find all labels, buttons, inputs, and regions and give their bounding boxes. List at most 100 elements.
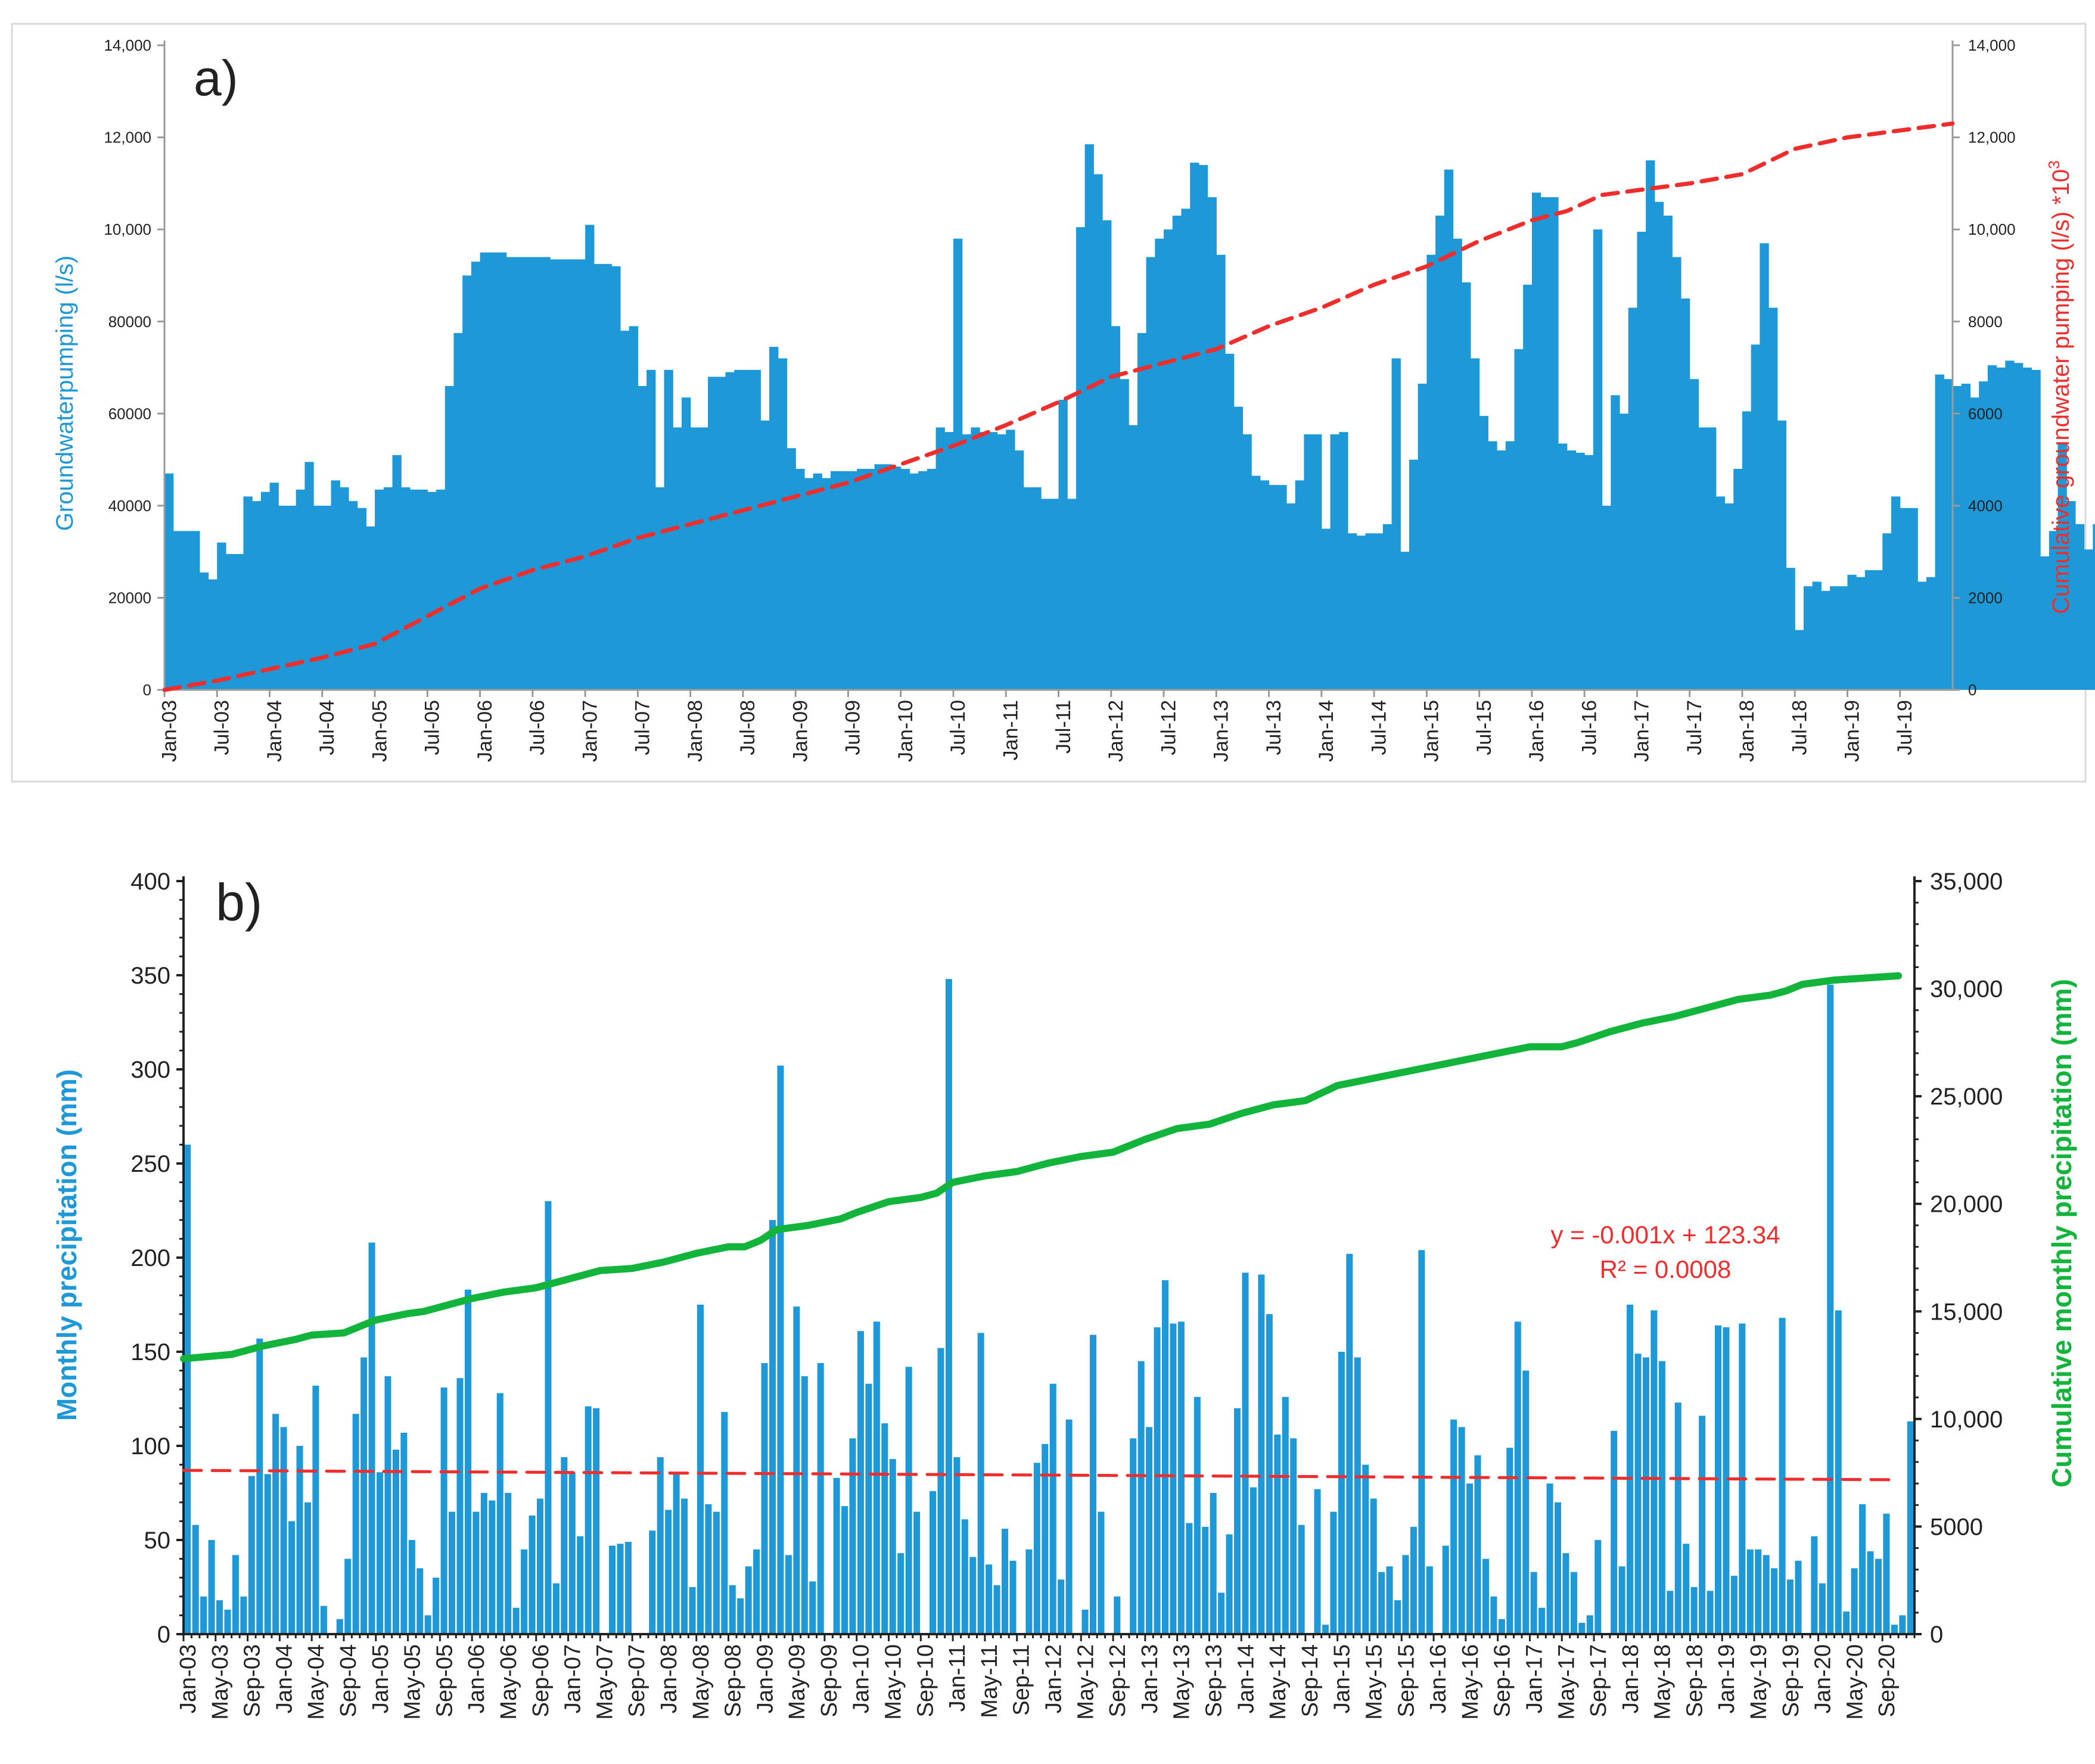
bar: [620, 331, 630, 690]
bar: [1356, 536, 1366, 690]
bar: [1811, 1536, 1818, 1634]
bar: [689, 1587, 696, 1634]
bar: [900, 469, 910, 690]
x-tick-label: Jan-13: [1210, 700, 1233, 762]
bar: [1330, 434, 1339, 690]
left-tick-label: 10,000: [104, 220, 151, 238]
bar: [1382, 524, 1392, 690]
bar: [1282, 1396, 1289, 1634]
bar: [1733, 469, 1743, 690]
bar: [725, 372, 735, 690]
bar: [464, 1289, 471, 1634]
bar: [331, 480, 340, 690]
bar: [1482, 1558, 1489, 1634]
x-tick-label: Jul-15: [1473, 700, 1496, 755]
bar: [449, 1511, 456, 1634]
bar: [1851, 1568, 1858, 1634]
bar: [1830, 586, 1839, 690]
bar: [961, 1519, 968, 1634]
bar: [217, 542, 226, 690]
bar: [312, 1385, 319, 1634]
bar: [1172, 215, 1182, 690]
bar: [278, 505, 288, 690]
bar: [164, 473, 174, 690]
bar: [865, 469, 875, 690]
x-tick-label: Jan-17: [1522, 1644, 1547, 1713]
bar: [977, 1333, 984, 1634]
bar: [1242, 434, 1252, 690]
bar: [602, 264, 612, 690]
bar: [1058, 400, 1068, 690]
bar: [216, 1600, 223, 1634]
bar: [1864, 570, 1875, 690]
bar: [713, 1511, 720, 1634]
bar: [787, 448, 796, 690]
bar: [1033, 1463, 1040, 1634]
bar: [1347, 533, 1357, 690]
bar: [427, 491, 437, 690]
left-tick-label: 250: [130, 1151, 170, 1177]
bar: [453, 333, 463, 690]
x-tick-label: Sep-07: [624, 1644, 649, 1718]
x-tick-label: Sep-08: [721, 1644, 746, 1718]
bar: [1418, 384, 1427, 690]
panel-a-right-ticks: 0 2000 4000 6000 8000 10,000 12,000 14,000: [1953, 36, 2016, 699]
bar: [944, 432, 954, 690]
x-tick-label: May-09: [785, 1644, 810, 1720]
bar: [1362, 1464, 1369, 1634]
x-tick-label: Jan-15: [1330, 1644, 1355, 1713]
bar: [1690, 1587, 1698, 1634]
x-tick-label: Jul-13: [1263, 700, 1285, 755]
bar: [593, 1408, 600, 1634]
bar: [1755, 1549, 1762, 1634]
bar: [408, 1540, 415, 1634]
bar: [1680, 298, 1690, 690]
x-tick-label: Jan-13: [1137, 1644, 1162, 1713]
bar: [240, 1596, 247, 1634]
bar: [953, 1457, 961, 1634]
x-tick-label: Sep-17: [1586, 1644, 1611, 1718]
x-tick-label: Sep-11: [1009, 1644, 1034, 1716]
bar: [521, 1549, 528, 1634]
left-tick-label: 350: [130, 963, 170, 989]
bar: [1891, 496, 1901, 690]
bar: [248, 1476, 255, 1634]
bar: [761, 1362, 768, 1634]
bar: [889, 1459, 896, 1634]
bar: [1730, 1576, 1737, 1634]
bar: [348, 501, 358, 690]
bar: [1042, 1443, 1049, 1634]
bar: [1907, 1421, 1914, 1634]
bar: [433, 1578, 440, 1634]
bar: [1093, 174, 1103, 690]
bar: [1049, 1383, 1056, 1634]
bar: [1882, 533, 1892, 690]
bar: [1488, 441, 1497, 690]
bar: [1838, 586, 1848, 690]
bar: [1996, 368, 2006, 690]
bar: [1637, 232, 1646, 690]
bar: [1084, 144, 1094, 690]
left-tick-label: 12,000: [104, 129, 151, 147]
bar: [857, 469, 866, 690]
bar: [1298, 1525, 1305, 1634]
bar: [1111, 326, 1121, 690]
bar: [1522, 1370, 1530, 1634]
x-tick-label: May-10: [881, 1644, 906, 1720]
bar: [1391, 358, 1401, 690]
x-tick-label: Jan-18: [1618, 1644, 1643, 1713]
bar: [1370, 1498, 1377, 1634]
bar: [1207, 197, 1217, 690]
bar: [1458, 1427, 1465, 1634]
bar: [1795, 630, 1804, 690]
bar: [1699, 1415, 1706, 1634]
bar: [817, 1362, 824, 1634]
bar: [1346, 1253, 1353, 1634]
x-tick-label: Sep-15: [1394, 1644, 1419, 1718]
x-tick-label: Jan-15: [1421, 700, 1443, 762]
bar: [1570, 1572, 1577, 1634]
bar: [1120, 379, 1129, 690]
bar: [1795, 1560, 1802, 1634]
bar: [1114, 1596, 1121, 1634]
bar: [745, 1566, 752, 1634]
